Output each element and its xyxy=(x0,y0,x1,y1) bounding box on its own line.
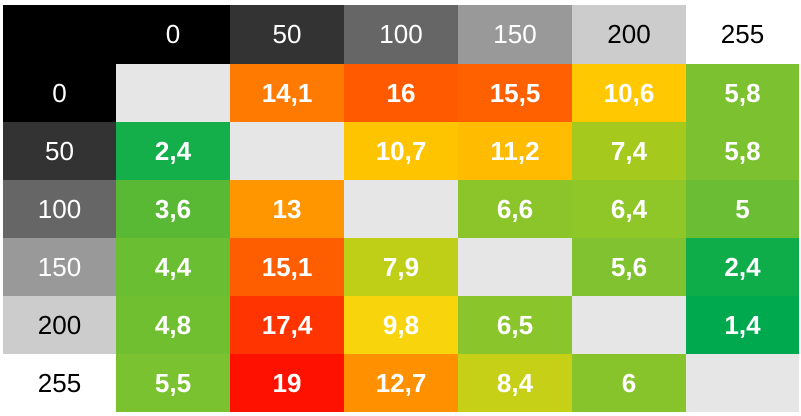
row-header-200: 200 xyxy=(3,296,116,354)
heatmap-grid: 0 50 100 150 200 255 0 14,1 16 15,5 10,6 5,8 50 2,4 10… xyxy=(3,5,799,412)
column-header-150: 150 xyxy=(458,5,572,64)
heatmap-cell-100-50: 13 xyxy=(230,180,344,238)
heatmap-cell-100-200: 6,4 xyxy=(572,180,686,238)
heatmap-cell-200-0: 4,8 xyxy=(116,296,230,354)
column-header-50: 50 xyxy=(230,5,344,64)
column-header-100: 100 xyxy=(344,5,458,64)
heatmap-corner xyxy=(3,5,116,64)
heatmap-cell-200-150: 6,5 xyxy=(458,296,572,354)
row-header-255: 255 xyxy=(3,354,116,412)
heatmap-diagonal-cell xyxy=(572,296,686,354)
heatmap-cell-100-150: 6,6 xyxy=(458,180,572,238)
heatmap-cell-50-0: 2,4 xyxy=(116,122,230,180)
heatmap-cell-0-100: 16 xyxy=(344,64,458,122)
heatmap-cell-150-200: 5,6 xyxy=(572,238,686,296)
heatmap-cell-150-100: 7,9 xyxy=(344,238,458,296)
heatmap-cell-255-150: 8,4 xyxy=(458,354,572,412)
heatmap-cell-255-100: 12,7 xyxy=(344,354,458,412)
heatmap-cell-50-200: 7,4 xyxy=(572,122,686,180)
row-header-150: 150 xyxy=(3,238,116,296)
heatmap-cell-0-255: 5,8 xyxy=(686,64,799,122)
heatmap-cell-150-0: 4,4 xyxy=(116,238,230,296)
heatmap-diagonal-cell xyxy=(458,238,572,296)
heatmap-diagonal-cell xyxy=(230,122,344,180)
heatmap-cell-50-100: 10,7 xyxy=(344,122,458,180)
heatmap-cell-100-0: 3,6 xyxy=(116,180,230,238)
column-header-0: 0 xyxy=(116,5,230,64)
heatmap-cell-0-50: 14,1 xyxy=(230,64,344,122)
heatmap-cell-150-50: 15,1 xyxy=(230,238,344,296)
heatmap-diagonal-cell xyxy=(116,64,230,122)
heatmap-cell-200-100: 9,8 xyxy=(344,296,458,354)
heatmap-cell-50-255: 5,8 xyxy=(686,122,799,180)
heatmap-diagonal-cell xyxy=(344,180,458,238)
heatmap-cell-0-150: 15,5 xyxy=(458,64,572,122)
column-header-255: 255 xyxy=(686,5,799,64)
heatmap-cell-200-50: 17,4 xyxy=(230,296,344,354)
heatmap-cell-100-255: 5 xyxy=(686,180,799,238)
heatmap-cell-255-200: 6 xyxy=(572,354,686,412)
column-header-200: 200 xyxy=(572,5,686,64)
row-header-50: 50 xyxy=(3,122,116,180)
heatmap-cell-255-0: 5,5 xyxy=(116,354,230,412)
heatmap-cell-200-255: 1,4 xyxy=(686,296,799,354)
heatmap-cell-150-255: 2,4 xyxy=(686,238,799,296)
heatmap-cell-50-150: 11,2 xyxy=(458,122,572,180)
heatmap-cell-0-200: 10,6 xyxy=(572,64,686,122)
heatmap-cell-255-50: 19 xyxy=(230,354,344,412)
row-header-0: 0 xyxy=(3,64,116,122)
row-header-100: 100 xyxy=(3,180,116,238)
heatmap-diagonal-cell xyxy=(686,354,799,412)
